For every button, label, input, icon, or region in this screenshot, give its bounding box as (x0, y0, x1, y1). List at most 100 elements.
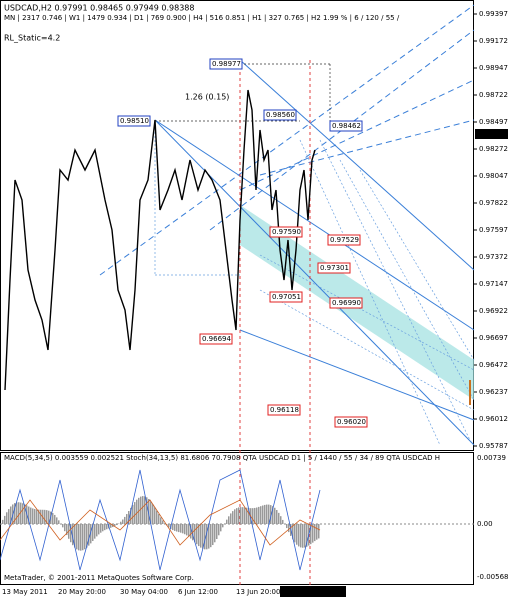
hist-bar (70, 524, 72, 543)
hist-bar (240, 507, 242, 524)
price-label: 0.96922 (479, 307, 508, 315)
current-price: 0.98388 (479, 130, 508, 138)
hist-bar (86, 524, 88, 548)
hist-bar (96, 524, 98, 537)
hist-bar (142, 496, 144, 524)
hist-bar (202, 524, 204, 549)
hist-bar (64, 524, 66, 532)
hist-bar (270, 505, 272, 524)
level-label: 0.96990 (332, 299, 361, 307)
hist-bar (30, 507, 32, 524)
hist-bar (182, 524, 184, 534)
level-label: 0.97590 (272, 228, 301, 236)
hist-bar (128, 511, 130, 524)
level-box (267, 404, 301, 416)
hist-bar (224, 523, 226, 524)
hist-bar (20, 502, 22, 524)
hist-bar (280, 516, 282, 524)
time-label: 13 Jun 20:00 (236, 588, 280, 596)
hist-bar (296, 524, 298, 545)
hist-bar (190, 524, 192, 539)
hist-bar (106, 524, 108, 530)
hist-bar (44, 509, 46, 524)
hist-bar (200, 524, 202, 548)
indicator-axis-label: 0.00739 (477, 454, 506, 462)
symbol-line: USDCAD,H2 0.97991 0.98465 0.97949 0.9838… (4, 4, 194, 13)
hist-bar (48, 510, 50, 524)
hist-bar (314, 524, 316, 542)
price-label: 0.98272 (479, 145, 508, 153)
level-label: 0.98560 (266, 111, 295, 119)
hist-bar (276, 510, 278, 524)
hist-bar (24, 504, 26, 524)
hist-bar (22, 503, 24, 524)
macd-histogram (2, 496, 320, 551)
hist-bar (130, 507, 132, 524)
level-box (269, 291, 303, 303)
hist-bar (266, 504, 268, 524)
hist-bar (58, 520, 60, 524)
hist-bar (262, 505, 264, 524)
hist-bar (298, 524, 300, 547)
level-box (263, 109, 297, 121)
hist-bar (194, 524, 196, 543)
hist-bar (84, 524, 86, 550)
hist-bar (184, 524, 186, 535)
price-label: 0.98497 (479, 118, 508, 126)
level-box (329, 297, 363, 309)
price-label: 0.96237 (479, 388, 508, 396)
hist-bar (150, 501, 152, 524)
hist-bar (10, 506, 12, 524)
hist-bar (244, 507, 246, 524)
main-frame (0, 0, 474, 451)
hist-bar (210, 524, 212, 548)
price-label: 0.99397 (479, 10, 508, 18)
hist-bar (236, 508, 238, 524)
hist-bar (134, 502, 136, 524)
hist-bar (94, 524, 96, 539)
level-box (117, 115, 151, 127)
hist-bar (246, 507, 248, 524)
level-label: 0.96020 (337, 418, 366, 426)
indicator-axis-label: 0.00 (477, 520, 493, 528)
hist-bar (66, 524, 68, 536)
hist-bar (242, 507, 244, 524)
price-label: 0.97597 (479, 226, 508, 234)
level-label: 0.96694 (202, 335, 231, 343)
hist-bar (40, 509, 42, 524)
hist-bar (232, 511, 234, 524)
hist-bar (278, 512, 280, 524)
hist-bar (74, 524, 76, 548)
price-label: 0.96012 (479, 415, 508, 423)
price-label: 0.96697 (479, 334, 508, 342)
level-label: 0.97529 (330, 236, 359, 244)
hist-bar (14, 503, 16, 524)
hist-bar (176, 524, 178, 532)
hist-bar (208, 524, 210, 549)
price-label: 0.98722 (479, 91, 508, 99)
annotation: 1.26 (0.15) (185, 93, 229, 102)
level-box (209, 58, 243, 70)
hist-bar (268, 504, 270, 524)
hist-bar (104, 524, 106, 531)
price-label: 0.97372 (479, 253, 508, 261)
hist-bar (156, 510, 158, 524)
price-label: 0.97147 (479, 280, 508, 288)
hist-bar (302, 524, 304, 548)
price-label: 0.97822 (479, 199, 508, 207)
price-label: 0.95787 (479, 442, 508, 450)
hist-bar (92, 524, 94, 542)
hist-bar (274, 507, 276, 524)
signal-line (0, 499, 321, 546)
hist-bar (168, 524, 170, 528)
hist-bar (286, 524, 288, 529)
hist-bar (312, 524, 314, 543)
stoch-line (0, 469, 321, 571)
hist-bar (162, 520, 164, 524)
hist-bar (80, 524, 82, 551)
hist-bar (294, 524, 296, 543)
hist-bar (234, 509, 236, 524)
hist-bar (220, 524, 222, 532)
price-label: 0.96472 (479, 361, 508, 369)
